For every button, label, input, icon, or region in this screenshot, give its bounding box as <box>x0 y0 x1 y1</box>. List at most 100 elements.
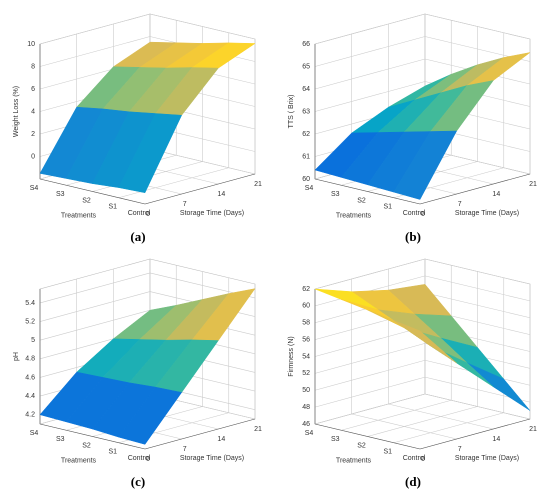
surface-patch <box>118 386 183 445</box>
x-tick-label: S4 <box>30 185 39 192</box>
grid-line <box>314 13 426 45</box>
x-tick-label: S2 <box>357 442 366 449</box>
z-tick-label: 5.4 <box>25 300 35 307</box>
grid-line <box>393 412 504 444</box>
x-tick-label: S4 <box>305 430 314 437</box>
x-axis-title: Treatments <box>61 457 97 464</box>
panel-caption: (b) <box>405 229 421 244</box>
x-tick-label: Control <box>128 455 151 462</box>
panel-caption: (a) <box>130 229 145 244</box>
grid-line <box>39 272 151 304</box>
y-tick-label: 7 <box>183 446 187 453</box>
z-tick-label: 6 <box>31 86 35 93</box>
z-tick-label: 60 <box>302 176 310 183</box>
z-tick-label: 8 <box>31 63 35 70</box>
y-tick-label: 21 <box>529 181 537 188</box>
y-tick-label: 14 <box>492 436 500 443</box>
y-axis <box>419 173 531 205</box>
grid-line <box>39 13 151 45</box>
grid-line <box>314 376 426 408</box>
y-tick-label: 0 <box>146 211 150 218</box>
z-tick-label: 65 <box>302 63 310 70</box>
z-tick-label: 61 <box>302 153 310 160</box>
y-tick-label: 7 <box>458 446 462 453</box>
y-tick-label: 21 <box>529 426 537 433</box>
x-tick-label: S3 <box>331 436 340 443</box>
grid-line <box>341 399 452 431</box>
surface-patch <box>393 320 457 364</box>
z-tick-label: 62 <box>302 286 310 293</box>
y-axis <box>144 418 256 450</box>
x-tick-label: S2 <box>82 197 91 204</box>
z-tick-label: 46 <box>302 421 310 428</box>
x-tick-label: Control <box>128 210 151 217</box>
grid-line <box>314 359 426 391</box>
x-tick-label: S4 <box>30 430 39 437</box>
y-tick-label: 7 <box>458 201 462 208</box>
z-axis-title: Firmness (N) <box>288 336 295 376</box>
x-tick-label: S1 <box>383 204 392 211</box>
y-axis-title: Storage Time (Days) <box>180 455 244 462</box>
x-tick-label: S1 <box>383 449 392 456</box>
z-tick-label: 50 <box>302 387 310 394</box>
z-axis-title: pH <box>13 352 20 361</box>
surface-patch <box>393 130 458 200</box>
grid-line <box>314 326 426 357</box>
x-tick-label: S3 <box>56 436 65 443</box>
x-axis <box>39 178 146 205</box>
y-tick-label: 7 <box>183 201 187 208</box>
y-tick-label: 0 <box>421 211 425 218</box>
y-tick-label: 0 <box>421 456 425 463</box>
y-axis-title: Storage Time (Days) <box>180 210 244 217</box>
grid-line <box>367 406 478 437</box>
x-axis-title: Treatments <box>336 457 372 464</box>
y-axis <box>144 173 256 205</box>
z-tick-label: 52 <box>302 370 310 377</box>
z-tick-label: 58 <box>302 320 310 327</box>
z-tick-label: 62 <box>302 131 310 138</box>
z-axis-title: TTS ( Brix) <box>288 95 295 129</box>
grid-line <box>39 36 151 67</box>
z-tick-label: 4 <box>31 108 35 115</box>
x-tick-label: Control <box>403 455 426 462</box>
z-tick-label: 5.2 <box>25 318 35 325</box>
x-axis <box>314 178 421 205</box>
z-tick-label: 60 <box>302 303 310 310</box>
z-tick-label: 63 <box>302 108 310 115</box>
panel-caption: (c) <box>131 474 145 489</box>
y-tick-label: 14 <box>492 191 500 198</box>
y-tick-label: 21 <box>254 181 262 188</box>
grid-line <box>118 167 229 199</box>
x-tick-label: S1 <box>108 204 117 211</box>
y-tick-label: 14 <box>217 191 225 198</box>
x-tick-label: S2 <box>357 197 366 204</box>
x-tick-label: S2 <box>82 442 91 449</box>
x-axis <box>39 423 146 450</box>
y-tick-label: 14 <box>217 436 225 443</box>
z-tick-label: 4.4 <box>25 393 35 400</box>
x-tick-label: S3 <box>331 191 340 198</box>
z-axis-title: Weight Loss (%) <box>13 86 20 137</box>
z-tick-label: 64 <box>302 86 310 93</box>
z-tick-label: 4.6 <box>25 374 35 381</box>
y-axis <box>419 418 531 450</box>
z-tick-label: 0 <box>31 153 35 160</box>
z-tick-label: 66 <box>302 41 310 48</box>
x-axis <box>314 423 421 450</box>
x-axis-title: Treatments <box>61 212 97 219</box>
grid-line <box>314 58 426 90</box>
z-tick-label: 4.2 <box>25 412 35 419</box>
y-tick-label: 0 <box>146 456 150 463</box>
z-tick-label: 54 <box>302 353 310 360</box>
grid-line <box>314 393 426 425</box>
x-tick-label: Control <box>403 210 426 217</box>
grid-line <box>314 81 426 112</box>
grid-line <box>314 36 426 67</box>
x-tick-label: S1 <box>108 449 117 456</box>
z-tick-label: 10 <box>27 41 35 48</box>
x-tick-label: S3 <box>56 191 65 198</box>
x-tick-label: S4 <box>305 185 314 192</box>
y-axis-title: Storage Time (Days) <box>455 455 519 462</box>
grid-line <box>314 258 426 290</box>
